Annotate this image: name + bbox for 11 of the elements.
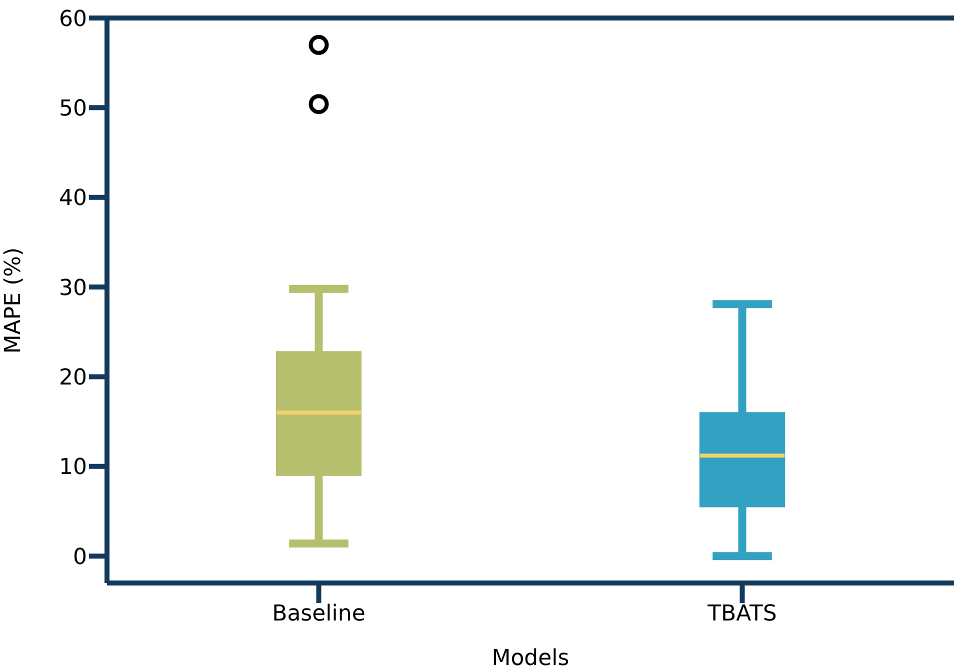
y-tick-label: 0 — [73, 544, 87, 570]
y-tick-label: 60 — [59, 6, 87, 32]
x-tick-label: TBATS — [706, 602, 777, 627]
y-tick-label: 50 — [59, 96, 87, 122]
y-tick-label: 20 — [59, 366, 87, 391]
y-tick-label: 10 — [59, 455, 87, 480]
x-tick-label: Baseline — [272, 602, 366, 627]
y-tick-label: 40 — [59, 186, 87, 212]
y-axis-title: MAPE (%) — [0, 247, 26, 354]
x-axis-title: Models — [492, 646, 570, 671]
y-tick-label: 30 — [59, 276, 87, 301]
